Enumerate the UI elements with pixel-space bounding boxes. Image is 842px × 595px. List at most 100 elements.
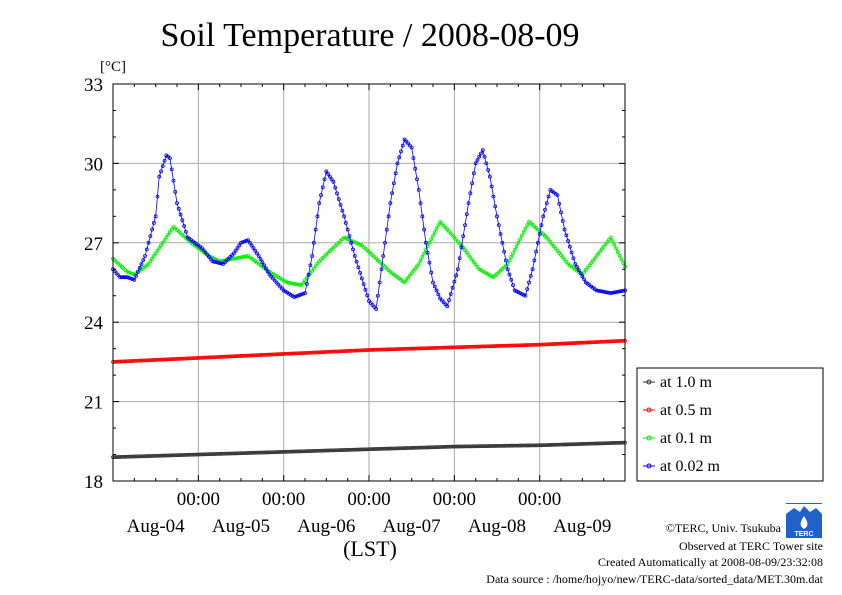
series-point xyxy=(160,164,165,168)
series-point xyxy=(130,454,135,459)
series-point xyxy=(208,257,213,262)
series-point xyxy=(208,355,213,360)
series-point xyxy=(566,341,571,346)
series-point xyxy=(150,454,155,458)
series-point xyxy=(516,240,521,245)
series-point xyxy=(173,189,178,194)
series-point xyxy=(292,351,297,356)
series-point xyxy=(566,239,571,243)
series-point xyxy=(411,445,416,450)
series-point xyxy=(580,274,585,279)
series-point xyxy=(283,351,288,356)
series-point xyxy=(429,346,434,350)
series-point xyxy=(358,348,363,353)
series-point xyxy=(251,246,256,250)
series-point xyxy=(557,251,562,255)
series-point xyxy=(258,450,263,455)
series-point xyxy=(322,350,327,354)
series-point xyxy=(544,342,549,347)
series-point xyxy=(230,354,235,359)
series-point xyxy=(265,352,270,357)
series-point xyxy=(342,349,347,354)
series-point xyxy=(335,191,339,196)
series-point xyxy=(233,354,238,359)
series-point xyxy=(527,443,531,448)
series-point xyxy=(301,449,306,454)
series-point xyxy=(489,344,494,349)
series-point xyxy=(471,344,476,349)
series-point xyxy=(263,352,268,357)
series-point xyxy=(327,349,332,354)
legend-swatch-marker xyxy=(646,407,652,413)
series-point xyxy=(214,452,219,456)
series-point xyxy=(144,358,149,363)
series-point xyxy=(187,356,192,361)
series-point xyxy=(484,344,489,349)
series-point xyxy=(372,347,377,352)
series-point xyxy=(192,356,197,361)
series-point xyxy=(256,254,261,258)
series-point xyxy=(157,174,162,179)
series-point xyxy=(567,244,572,249)
series-point xyxy=(402,346,407,351)
series-point xyxy=(167,230,172,235)
series-point xyxy=(262,352,267,357)
series-point xyxy=(546,342,551,347)
series-point xyxy=(610,339,615,344)
series-point xyxy=(125,454,130,459)
series-point xyxy=(128,359,133,363)
series-point xyxy=(196,356,201,360)
series-point xyxy=(591,340,595,345)
series-point xyxy=(306,449,311,454)
series-point xyxy=(420,346,425,351)
series-point xyxy=(605,339,610,344)
series-point xyxy=(340,349,345,354)
series-point xyxy=(468,255,473,260)
series-point xyxy=(132,454,137,459)
series-point xyxy=(422,251,427,256)
series-point xyxy=(175,357,179,361)
series-point xyxy=(560,255,565,260)
series-point xyxy=(345,349,350,353)
series-point xyxy=(379,347,384,352)
series-point xyxy=(212,259,217,264)
series-point xyxy=(303,291,307,295)
series-point xyxy=(292,295,297,299)
series-point xyxy=(585,441,590,446)
series-point xyxy=(596,340,601,344)
series-point xyxy=(559,442,563,447)
series-point xyxy=(603,242,608,247)
series-point xyxy=(132,359,137,363)
series-point xyxy=(553,246,558,251)
series-point xyxy=(475,158,480,162)
series-point xyxy=(583,441,588,446)
series-point xyxy=(603,441,608,446)
series-point xyxy=(612,339,617,344)
series-point xyxy=(370,347,375,352)
series-point xyxy=(434,345,439,350)
series-point xyxy=(352,254,357,258)
series-point xyxy=(207,355,211,360)
series-point xyxy=(288,351,293,356)
series-point xyxy=(543,443,547,448)
series-point xyxy=(612,242,617,247)
series-point xyxy=(607,290,611,295)
series-point xyxy=(425,445,430,450)
series-point xyxy=(436,223,441,228)
series-point xyxy=(457,444,462,449)
series-point xyxy=(422,346,427,351)
series-point xyxy=(512,343,517,348)
series-point xyxy=(372,447,377,451)
x-date-label: Aug-08 xyxy=(468,516,526,537)
series-point xyxy=(226,451,231,456)
series-point xyxy=(557,442,562,447)
series-point xyxy=(587,441,592,446)
series-point xyxy=(317,448,322,453)
series-point xyxy=(416,187,421,192)
series-point xyxy=(434,226,439,231)
series-point xyxy=(553,442,558,447)
series-point xyxy=(601,441,606,446)
series-point xyxy=(160,453,165,458)
series-point xyxy=(244,254,249,259)
series-point xyxy=(407,273,412,278)
